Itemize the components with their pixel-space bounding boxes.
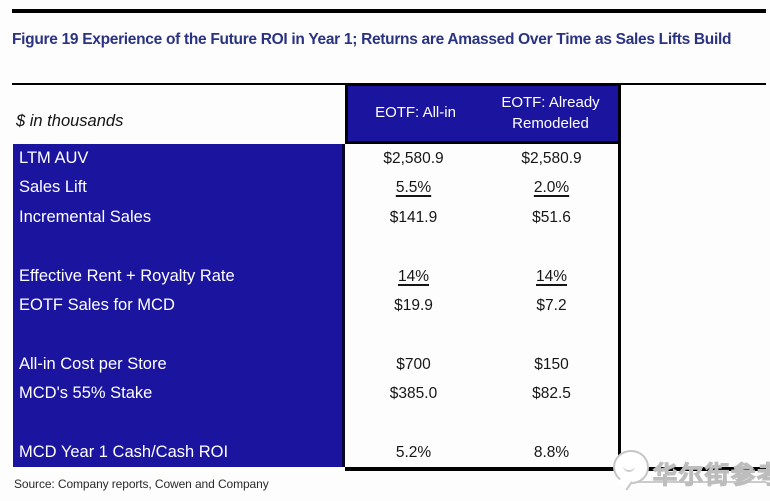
table-row: MCD Year 1 Cash/Cash ROI 5.2% 8.8% [13, 437, 621, 468]
row-label: EOTF Sales for MCD [13, 290, 345, 321]
table-right-border [618, 83, 621, 471]
speech-bubble-icon [613, 450, 649, 484]
table-row: LTM AUV $2,580.9 $2,580.9 [13, 144, 621, 174]
table-row: MCD's 55% Stake $385.0 $82.5 [13, 379, 621, 409]
watermark-text: 华尔街参考 [652, 461, 770, 489]
row-value [482, 320, 621, 349]
row-value [482, 409, 621, 438]
row-value: 5.2% [395, 443, 432, 461]
watermark-underline [636, 481, 766, 483]
row-value [345, 320, 482, 349]
row-value [345, 409, 482, 438]
unit-label: $ in thousands [16, 112, 124, 130]
column-headers: EOTF: All-in EOTF: Already Remodeled [345, 83, 621, 144]
table-row: Effective Rent + Royalty Rate 14% 14% [13, 261, 621, 291]
row-label: Incremental Sales [13, 202, 345, 233]
row-label [13, 408, 345, 438]
row-label [13, 320, 345, 350]
row-value: $7.2 [536, 296, 567, 314]
row-value: $385.0 [389, 385, 438, 403]
top-rule [12, 9, 766, 13]
row-value: $51.6 [532, 208, 571, 226]
row-value: $82.5 [532, 385, 571, 403]
row-value: 14% [535, 267, 568, 285]
table-row [13, 408, 621, 438]
column-header-eotf-all-in: EOTF: All-in [375, 104, 456, 122]
row-value: $2,580.9 [521, 150, 582, 167]
row-label [13, 232, 345, 262]
row-value: $700 [396, 355, 431, 373]
table-row: All-in Cost per Store $700 $150 [13, 349, 621, 380]
row-value: 2.0% [533, 179, 570, 197]
row-value: $150 [534, 355, 569, 373]
row-label: MCD's 55% Stake [13, 379, 345, 409]
source-note: Source: Company reports, Cowen and Compa… [14, 477, 269, 491]
row-value: 14% [397, 267, 430, 285]
row-value: $19.9 [394, 296, 433, 314]
table-row [13, 320, 621, 350]
row-value [345, 232, 482, 261]
table-row: Incremental Sales $141.9 $51.6 [13, 202, 621, 233]
row-value: 8.8% [533, 443, 570, 461]
table-bottom-border [345, 467, 766, 471]
row-value: 5.5% [395, 179, 432, 197]
row-value: $141.9 [389, 208, 438, 226]
table-row: EOTF Sales for MCD $19.9 $7.2 [13, 290, 621, 321]
column-header-eotf-already-remodeled: EOTF: Already Remodeled [501, 94, 600, 132]
table-body: LTM AUV $2,580.9 $2,580.9 Sales Lift 5.5% 2.0… [13, 144, 621, 468]
row-label: Effective Rent + Royalty Rate [13, 261, 345, 291]
row-label: MCD Year 1 Cash/Cash ROI [13, 437, 345, 468]
row-value: $2,580.9 [383, 150, 444, 167]
figure-title: Figure 19 Experience of the Future ROI i… [12, 31, 732, 48]
table-row [13, 232, 621, 262]
row-label: All-in Cost per Store [13, 349, 345, 380]
row-label: Sales Lift [13, 173, 345, 203]
row-value [482, 232, 621, 261]
row-label: LTM AUV [13, 144, 345, 174]
table-row: Sales Lift 5.5% 2.0% [13, 173, 621, 203]
